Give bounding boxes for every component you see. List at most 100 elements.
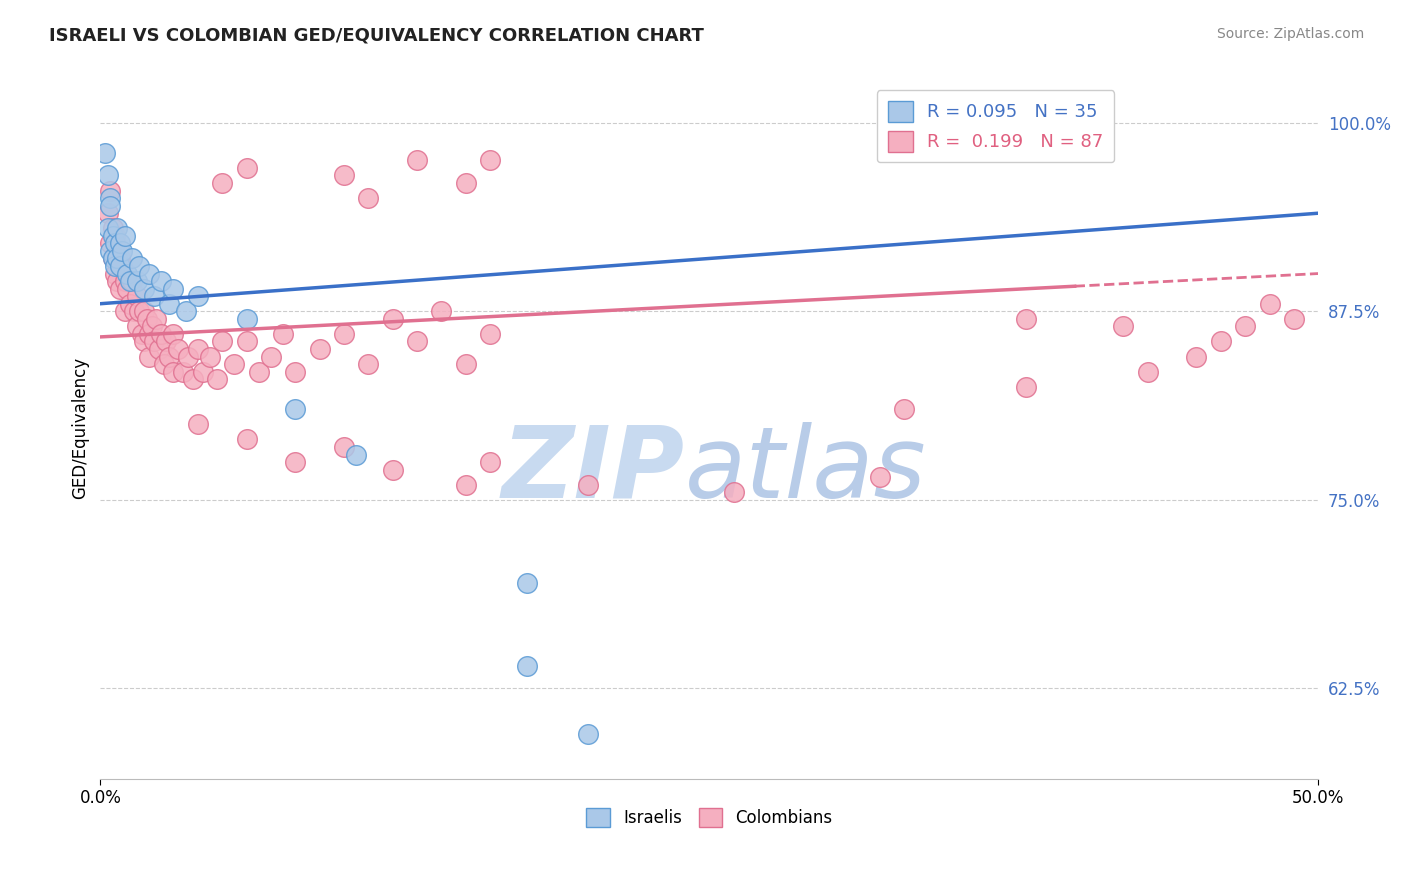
- Point: [211, 334, 233, 349]
- Legend: Israelis, Colombians: Israelis, Colombians: [579, 801, 839, 834]
- Point: [406, 334, 429, 349]
- Point: [134, 282, 156, 296]
- Point: [333, 440, 356, 454]
- Point: [454, 477, 477, 491]
- Point: [155, 334, 177, 349]
- Point: [1258, 296, 1281, 310]
- Point: [111, 259, 134, 273]
- Point: [1234, 319, 1257, 334]
- Point: [104, 236, 127, 251]
- Point: [211, 176, 233, 190]
- Point: [157, 350, 180, 364]
- Point: [181, 372, 204, 386]
- Text: ZIP: ZIP: [502, 422, 685, 519]
- Point: [142, 334, 165, 349]
- Point: [141, 319, 163, 334]
- Point: [104, 267, 127, 281]
- Point: [247, 365, 270, 379]
- Point: [479, 153, 502, 168]
- Point: [172, 365, 194, 379]
- Text: ISRAELI VS COLOMBIAN GED/EQUIVALENCY CORRELATION CHART: ISRAELI VS COLOMBIAN GED/EQUIVALENCY COR…: [49, 27, 704, 45]
- Point: [1112, 319, 1135, 334]
- Point: [98, 184, 121, 198]
- Point: [152, 357, 174, 371]
- Point: [114, 304, 136, 318]
- Point: [177, 350, 200, 364]
- Point: [135, 311, 157, 326]
- Point: [118, 296, 141, 310]
- Point: [125, 319, 148, 334]
- Point: [191, 365, 214, 379]
- Point: [198, 350, 221, 364]
- Point: [174, 304, 197, 318]
- Point: [134, 334, 156, 349]
- Point: [138, 267, 160, 281]
- Point: [138, 326, 160, 341]
- Point: [1015, 380, 1038, 394]
- Point: [187, 417, 209, 432]
- Point: [357, 191, 380, 205]
- Point: [284, 455, 307, 469]
- Point: [114, 228, 136, 243]
- Point: [131, 326, 153, 341]
- Point: [333, 169, 356, 183]
- Text: Source: ZipAtlas.com: Source: ZipAtlas.com: [1216, 27, 1364, 41]
- Point: [284, 365, 307, 379]
- Point: [150, 274, 173, 288]
- Point: [381, 311, 404, 326]
- Point: [479, 326, 502, 341]
- Point: [576, 726, 599, 740]
- Point: [516, 575, 538, 590]
- Point: [138, 350, 160, 364]
- Point: [1209, 334, 1232, 349]
- Point: [479, 455, 502, 469]
- Point: [157, 296, 180, 310]
- Point: [187, 342, 209, 356]
- Point: [454, 357, 477, 371]
- Point: [107, 252, 129, 266]
- Point: [1015, 311, 1038, 326]
- Point: [1282, 311, 1305, 326]
- Point: [381, 463, 404, 477]
- Point: [333, 326, 356, 341]
- Point: [125, 274, 148, 288]
- Point: [224, 357, 246, 371]
- Point: [108, 282, 131, 296]
- Point: [107, 274, 129, 288]
- Point: [124, 304, 146, 318]
- Point: [162, 326, 184, 341]
- Point: [576, 477, 599, 491]
- Point: [107, 221, 129, 235]
- Point: [101, 228, 124, 243]
- Point: [430, 304, 453, 318]
- Point: [893, 402, 915, 417]
- Y-axis label: GED/Equivalency: GED/Equivalency: [72, 357, 89, 500]
- Point: [125, 289, 148, 303]
- Point: [142, 289, 165, 303]
- Point: [97, 169, 120, 183]
- Point: [187, 289, 209, 303]
- Point: [454, 176, 477, 190]
- Point: [97, 221, 120, 235]
- Point: [235, 433, 257, 447]
- Point: [162, 282, 184, 296]
- Point: [94, 145, 117, 160]
- Point: [869, 470, 891, 484]
- Point: [98, 191, 121, 205]
- Point: [235, 161, 257, 175]
- Point: [516, 658, 538, 673]
- Point: [111, 244, 134, 258]
- Point: [284, 402, 307, 417]
- Point: [98, 236, 121, 251]
- Point: [108, 236, 131, 251]
- Point: [162, 365, 184, 379]
- Point: [207, 372, 229, 386]
- Point: [121, 252, 143, 266]
- Point: [118, 274, 141, 288]
- Point: [271, 326, 294, 341]
- Point: [115, 267, 138, 281]
- Point: [1185, 350, 1208, 364]
- Point: [260, 350, 283, 364]
- Point: [128, 259, 150, 273]
- Point: [235, 311, 257, 326]
